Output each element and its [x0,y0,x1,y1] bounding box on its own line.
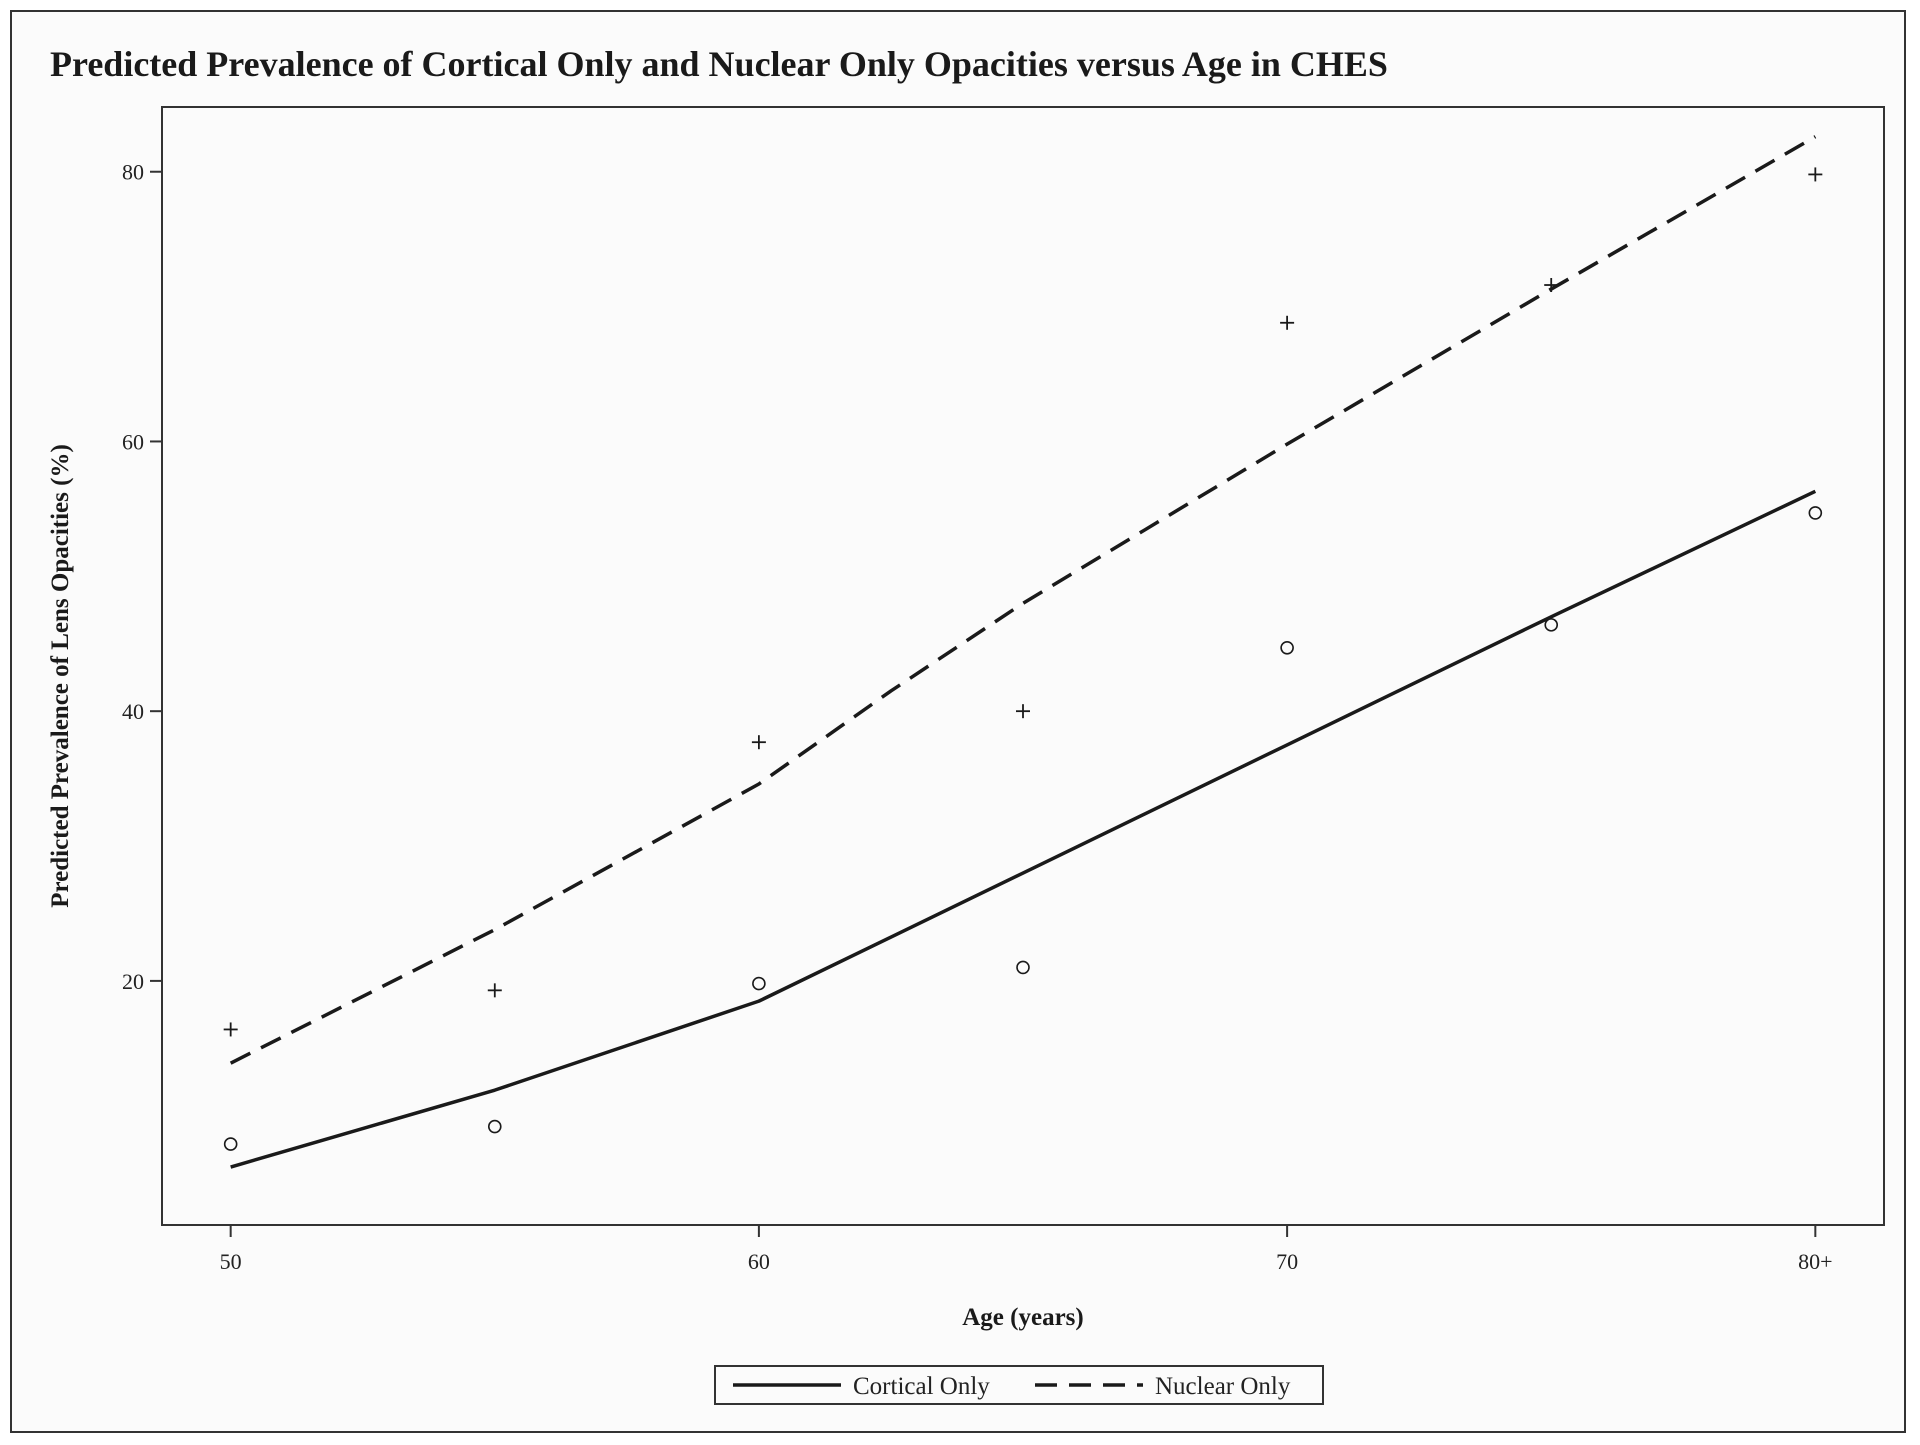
legend-label-nuclear-only: Nuclear Only [1155,1373,1291,1400]
y-tick-label: 40 [122,699,144,724]
data-point-nuclear-only [487,983,502,998]
x-tick-label: 70 [1276,1249,1298,1274]
data-point-cortical-only [1544,618,1559,632]
x-tick-label: 80+ [1798,1249,1832,1274]
data-point-nuclear-only [1808,167,1823,182]
y-tick-label: 60 [122,429,144,454]
x-tick-label: 50 [220,1249,242,1274]
x-axis: 50 60 70 80+ [220,1225,1833,1274]
data-point-nuclear-only [1544,278,1559,293]
data-point-cortical-only [752,976,766,991]
data-point-nuclear-only [1016,704,1030,719]
chart-title: Predicted Prevalence of Cortical Only an… [50,44,1388,84]
series-line-nuclear-only [229,135,1817,1065]
legend: Cortical Only Nuclear Only [714,1365,1324,1405]
y-tick-label: 80 [122,160,144,185]
y-tick-label: 20 [122,969,144,994]
y-axis-label: Predicted Prevalence of Lens Opacities (… [47,444,74,908]
data-point-nuclear-only [1280,315,1295,330]
x-axis-label: Age (years) [962,1304,1083,1331]
data-point-cortical-only [1808,506,1823,520]
data-point-cortical-only [223,1137,238,1151]
data-point-cortical-only [1016,960,1030,975]
legend-label-cortical-only: Cortical Only [853,1373,990,1400]
plot-area [161,106,1885,1226]
series-line-cortical-only [230,489,1817,1169]
x-tick-label: 60 [748,1249,770,1274]
series-layer [223,135,1823,1169]
data-point-nuclear-only [223,1022,238,1037]
data-point-cortical-only [487,1119,502,1134]
data-point-cortical-only [1280,640,1294,655]
y-axis: 20 40 60 80 [122,160,162,994]
data-point-nuclear-only [751,735,766,750]
